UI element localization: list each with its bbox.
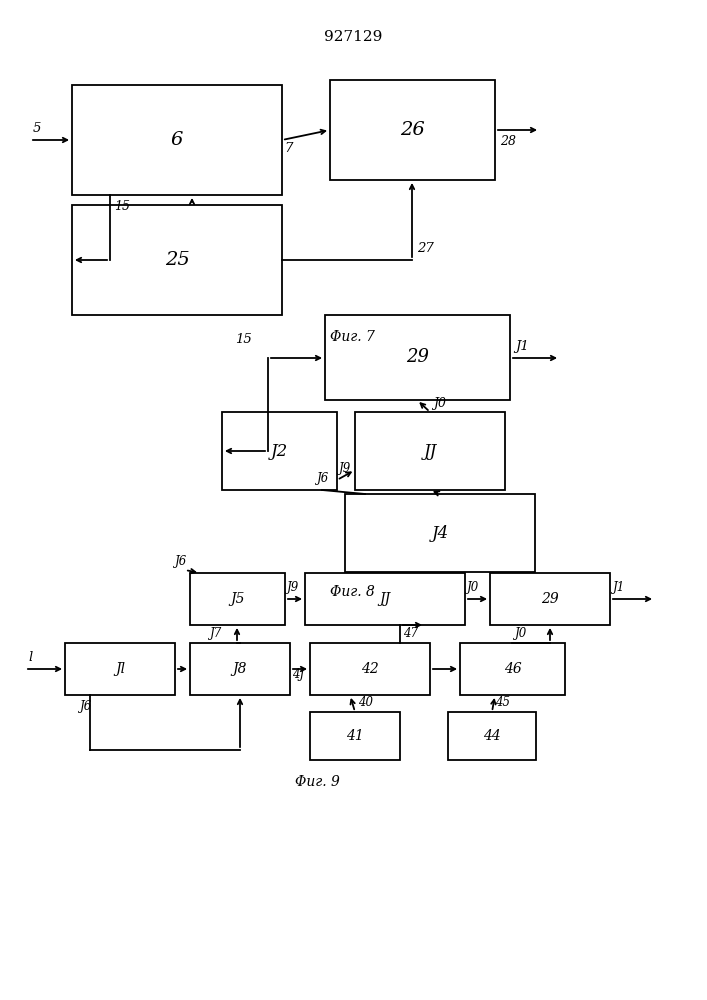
Text: Φиг. 9: Φиг. 9 xyxy=(295,775,340,789)
Text: 29: 29 xyxy=(406,349,429,366)
Text: JJ: JJ xyxy=(423,442,437,460)
Bar xyxy=(222,412,337,490)
Text: 47: 47 xyxy=(403,627,418,640)
Text: J0: J0 xyxy=(467,581,479,594)
Text: J0: J0 xyxy=(433,397,446,410)
Bar xyxy=(72,85,282,195)
Text: J8: J8 xyxy=(233,662,247,676)
Bar xyxy=(448,712,536,760)
Text: J5: J5 xyxy=(230,592,245,606)
Text: J7: J7 xyxy=(210,627,222,640)
Text: 41: 41 xyxy=(346,729,364,743)
Text: J6: J6 xyxy=(175,555,187,568)
Text: Φиг. 7: Φиг. 7 xyxy=(330,330,375,344)
Bar xyxy=(72,205,282,315)
Text: 6: 6 xyxy=(171,131,183,149)
Text: Jl: Jl xyxy=(115,662,125,676)
Text: J1: J1 xyxy=(515,340,529,353)
Text: 45: 45 xyxy=(495,696,510,709)
Bar xyxy=(190,573,285,625)
Text: 27: 27 xyxy=(417,242,434,255)
Text: J1: J1 xyxy=(613,581,625,594)
Text: J2: J2 xyxy=(271,442,288,460)
Text: J4: J4 xyxy=(431,524,449,542)
Bar xyxy=(310,643,430,695)
Bar xyxy=(190,643,290,695)
Text: J9: J9 xyxy=(339,462,351,475)
Text: 42: 42 xyxy=(361,662,379,676)
Bar xyxy=(305,573,465,625)
Bar xyxy=(65,643,175,695)
Bar xyxy=(325,315,510,400)
Text: 927129: 927129 xyxy=(324,30,382,44)
Bar xyxy=(490,573,610,625)
Text: 28: 28 xyxy=(500,135,516,148)
Text: l: l xyxy=(28,651,33,664)
Text: 29: 29 xyxy=(541,592,559,606)
Text: 15: 15 xyxy=(235,333,252,346)
Text: 15: 15 xyxy=(114,200,130,213)
Bar xyxy=(310,712,400,760)
Text: 46: 46 xyxy=(503,662,521,676)
Bar xyxy=(460,643,565,695)
Text: 40: 40 xyxy=(358,696,373,709)
Text: J9: J9 xyxy=(287,581,299,594)
Bar xyxy=(355,412,505,490)
Text: 26: 26 xyxy=(400,121,425,139)
Text: 7: 7 xyxy=(284,142,293,155)
Text: Φиг. 8: Φиг. 8 xyxy=(330,585,375,599)
Text: 4J: 4J xyxy=(292,668,304,681)
Text: J6: J6 xyxy=(80,700,92,713)
Text: JJ: JJ xyxy=(380,592,391,606)
Bar xyxy=(330,80,495,180)
Text: 5: 5 xyxy=(33,122,42,135)
Text: 44: 44 xyxy=(483,729,501,743)
Text: 25: 25 xyxy=(165,251,189,269)
Text: J0: J0 xyxy=(515,627,527,640)
Bar xyxy=(345,494,535,572)
Text: J6: J6 xyxy=(317,472,329,485)
